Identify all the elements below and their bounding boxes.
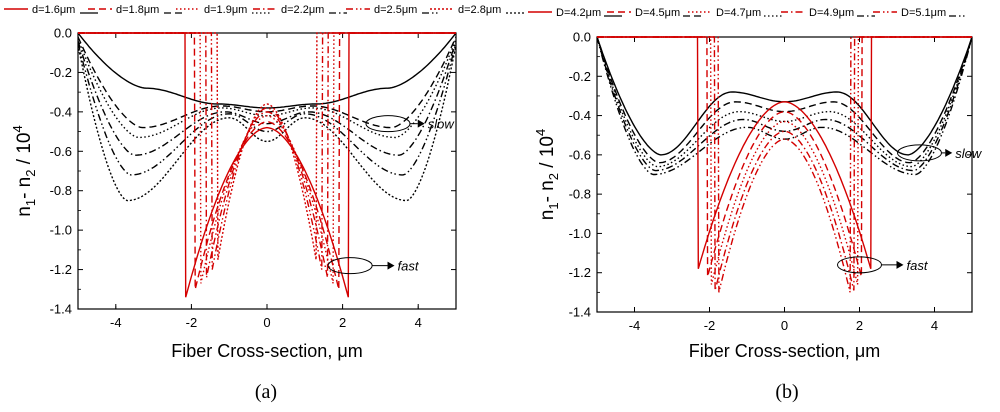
x-tick-label: -4 xyxy=(629,318,641,333)
legend-label: d=1.6μm xyxy=(32,4,75,16)
annotation-arrowhead xyxy=(387,261,395,270)
legend-label: D=4.7μm xyxy=(716,7,761,19)
fast-mode-curve xyxy=(78,32,456,260)
slow-mode-curve xyxy=(78,36,456,129)
slow-mode-curve xyxy=(597,36,972,176)
fast-mode-curve xyxy=(78,32,456,284)
y-tick-label: -1.0 xyxy=(50,223,72,238)
x-axis-label: Fiber Cross-section, μm xyxy=(689,341,880,361)
y-tick-label: -0.6 xyxy=(569,147,591,162)
legend-label: d=1.8μm xyxy=(116,4,159,16)
fast-mode-curve xyxy=(597,36,972,293)
y-tick-label: -0.8 xyxy=(50,183,72,198)
y-tick-label: -0.8 xyxy=(569,187,591,202)
legend-label: D=4.2μm xyxy=(556,7,601,19)
slow-mode-curve xyxy=(597,36,972,172)
panel-b: 0.0 -0.2 -0.4 -0.6 -0.8 -1.0 -1.2 -1.4 -4 -2 0 2 4 Fi… xyxy=(528,7,983,403)
x-tick-label: 2 xyxy=(856,318,863,333)
slow-mode-curve xyxy=(597,36,972,164)
panel-label: (a) xyxy=(255,381,277,403)
y-tick-label: -1.4 xyxy=(569,305,591,320)
annotation-ellipse xyxy=(365,115,411,133)
y-tick-label: -1.0 xyxy=(569,226,591,241)
legend-label: D=4.5μm xyxy=(635,7,680,19)
slow-mode-curve xyxy=(78,40,456,156)
fast-mode-curve xyxy=(597,36,972,285)
slow-mode-curve xyxy=(78,42,456,176)
fast-mode-curve xyxy=(78,32,456,278)
y-tick-label: 0.0 xyxy=(573,30,591,45)
x-tick-label: 0 xyxy=(263,315,270,330)
legend-label: D=4.9μm xyxy=(809,7,854,19)
y-tick-label: -0.6 xyxy=(50,144,72,159)
slow-mode-curve xyxy=(78,44,456,202)
fast-mode-curve xyxy=(597,36,972,269)
fast-mode-curve xyxy=(78,32,456,270)
legend-label: d=2.8μm xyxy=(458,4,501,16)
annotation-label: fast xyxy=(907,258,929,273)
legend-label: d=1.9μm xyxy=(204,4,247,16)
x-tick-label: -2 xyxy=(186,315,198,330)
y-tick-label: -1.4 xyxy=(50,302,72,317)
y-tick-label: -0.4 xyxy=(50,104,72,119)
x-tick-label: 0 xyxy=(781,318,788,333)
annotation-ellipse xyxy=(327,257,373,275)
y-tick-label: 0.0 xyxy=(54,26,72,41)
y-tick-label: -0.2 xyxy=(569,69,591,84)
annotation-label: slow xyxy=(428,117,456,132)
slow-mode-curve xyxy=(78,32,456,109)
x-tick-label: 4 xyxy=(931,318,938,333)
slow-mode-curve xyxy=(597,36,972,156)
panel-label: (b) xyxy=(775,381,798,403)
fast-mode-curve xyxy=(597,36,972,277)
y-tick-label: -1.2 xyxy=(50,262,72,277)
y-axis-label: n1- n2 / 104 xyxy=(10,125,38,216)
fast-mode-curve xyxy=(78,32,456,298)
annotation-label: slow xyxy=(955,146,983,161)
legend-label: D=5.1μm xyxy=(901,7,946,19)
x-tick-label: -2 xyxy=(704,318,716,333)
y-axis-label: n1- n2 / 104 xyxy=(533,129,561,220)
y-tick-label: -1.2 xyxy=(569,265,591,280)
x-tick-label: 2 xyxy=(339,315,346,330)
y-tick-label: -0.4 xyxy=(569,108,591,123)
fast-mode-curve xyxy=(597,36,972,291)
annotation-arrowhead xyxy=(417,119,425,128)
x-tick-label: -4 xyxy=(110,315,122,330)
annotation-arrowhead xyxy=(896,260,904,269)
annotation-label: fast xyxy=(398,259,420,274)
legend-label: d=2.2μm xyxy=(281,4,324,16)
fast-mode-curve xyxy=(78,32,456,290)
legend-label: d=2.5μm xyxy=(374,4,417,16)
x-axis-label: Fiber Cross-section, μm xyxy=(171,341,362,361)
y-tick-label: -0.2 xyxy=(50,65,72,80)
slow-mode-curve xyxy=(78,38,456,139)
x-tick-label: 4 xyxy=(415,315,422,330)
annotation-arrowhead xyxy=(945,148,953,157)
panel-a: 0.0 -0.2 -0.4 -0.6 -0.8 -1.0 -1.2 -1.4 -4 -2 0 2 4 Fi… xyxy=(4,4,524,403)
